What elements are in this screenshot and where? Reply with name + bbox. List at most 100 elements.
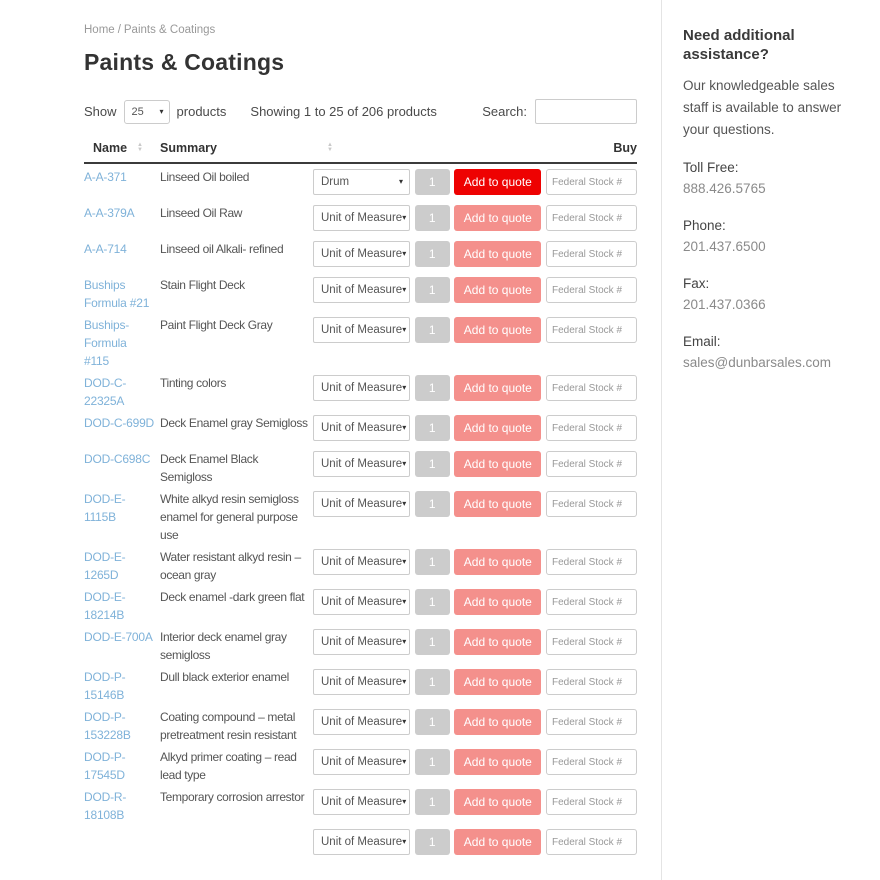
- unit-of-measure-select[interactable]: Unit of Measure ▾: [313, 375, 410, 401]
- product-name-link[interactable]: DOD-E-700A: [84, 630, 153, 644]
- product-name-link[interactable]: DOD-C-22325A: [84, 376, 127, 408]
- product-name-link[interactable]: DOD-E-1265D: [84, 550, 126, 582]
- federal-stock-input[interactable]: [545, 375, 637, 401]
- sort-icon[interactable]: ▲ ▼: [326, 142, 333, 153]
- product-name-link[interactable]: A-A-379A: [84, 206, 135, 220]
- add-to-quote-button[interactable]: Add to quote: [454, 451, 542, 477]
- federal-stock-input[interactable]: [545, 317, 637, 343]
- quantity-input[interactable]: [414, 241, 450, 267]
- product-name-link[interactable]: DOD-R-18108B: [84, 790, 127, 822]
- quantity-input[interactable]: [414, 789, 450, 815]
- contact-value[interactable]: 201.437.6500: [683, 239, 766, 254]
- quantity-input[interactable]: [414, 317, 450, 343]
- unit-of-measure-select[interactable]: Drum ▾: [313, 169, 410, 195]
- quantity-input[interactable]: [414, 205, 450, 231]
- column-header-summary[interactable]: Summary ▲ ▼: [160, 141, 333, 164]
- quantity-input[interactable]: [414, 669, 450, 695]
- unit-of-measure-select[interactable]: Unit of Measure ▾: [313, 415, 410, 441]
- product-name-link[interactable]: A-A-371: [84, 170, 127, 184]
- add-to-quote-button[interactable]: Add to quote: [454, 241, 542, 267]
- unit-of-measure-select[interactable]: Unit of Measure ▾: [313, 829, 410, 855]
- add-to-quote-button[interactable]: Add to quote: [454, 749, 542, 775]
- federal-stock-input[interactable]: [545, 491, 637, 517]
- sort-icon[interactable]: ▲ ▼: [137, 142, 143, 153]
- federal-stock-input[interactable]: [545, 629, 637, 655]
- unit-of-measure-select[interactable]: Unit of Measure ▾: [313, 749, 410, 775]
- chevron-down-icon: ▾: [402, 423, 407, 432]
- product-name-link[interactable]: A-A-714: [84, 242, 127, 256]
- unit-of-measure-select[interactable]: Unit of Measure ▾: [313, 491, 410, 517]
- federal-stock-input[interactable]: [545, 241, 637, 267]
- product-name-link[interactable]: DOD-P-153228B: [84, 710, 131, 742]
- quantity-input[interactable]: [414, 749, 450, 775]
- unit-of-measure-select[interactable]: Unit of Measure ▾: [313, 549, 410, 575]
- quantity-input[interactable]: [414, 451, 450, 477]
- product-name-link[interactable]: DOD-E-18214B: [84, 590, 126, 622]
- unit-of-measure-select[interactable]: Unit of Measure ▾: [313, 709, 410, 735]
- add-to-quote-button[interactable]: Add to quote: [454, 415, 542, 441]
- quantity-input[interactable]: [414, 415, 450, 441]
- federal-stock-input[interactable]: [545, 277, 637, 303]
- product-summary: Tinting colors: [160, 376, 227, 390]
- quantity-input[interactable]: [414, 829, 450, 855]
- add-to-quote-button[interactable]: Add to quote: [454, 669, 542, 695]
- product-name-link[interactable]: DOD-P-15146B: [84, 670, 126, 702]
- quantity-input[interactable]: [414, 629, 450, 655]
- unit-of-measure-select[interactable]: Unit of Measure ▾: [313, 789, 410, 815]
- federal-stock-input[interactable]: [545, 589, 637, 615]
- product-name-link[interactable]: Buships Formula #21: [84, 278, 150, 310]
- add-to-quote-button[interactable]: Add to quote: [454, 589, 542, 615]
- product-name-link[interactable]: DOD-P-17545D: [84, 750, 126, 782]
- add-to-quote-button[interactable]: Add to quote: [454, 317, 542, 343]
- add-to-quote-button[interactable]: Add to quote: [454, 205, 542, 231]
- contact-value[interactable]: 888.426.5765: [683, 181, 766, 196]
- add-to-quote-button[interactable]: Add to quote: [454, 375, 542, 401]
- unit-of-measure-select[interactable]: Unit of Measure ▾: [313, 277, 410, 303]
- column-header-name[interactable]: Name ▲ ▼: [84, 141, 160, 164]
- breadcrumb-home-link[interactable]: Home: [84, 24, 115, 36]
- quantity-input[interactable]: [414, 589, 450, 615]
- federal-stock-input[interactable]: [545, 205, 637, 231]
- page-size-select[interactable]: 25 ▾: [123, 99, 170, 124]
- unit-of-measure-select[interactable]: Unit of Measure ▾: [313, 317, 410, 343]
- add-to-quote-button[interactable]: Add to quote: [454, 709, 542, 735]
- federal-stock-input[interactable]: [545, 451, 637, 477]
- federal-stock-input[interactable]: [545, 415, 637, 441]
- buy-controls: Unit of Measure ▾ Add to quote: [313, 241, 637, 267]
- add-to-quote-button[interactable]: Add to quote: [454, 277, 542, 303]
- federal-stock-input[interactable]: [545, 749, 637, 775]
- product-name-link[interactable]: DOD-C-699D: [84, 416, 155, 430]
- unit-of-measure-select[interactable]: Unit of Measure ▾: [313, 241, 410, 267]
- quantity-input[interactable]: [414, 169, 450, 195]
- unit-of-measure-select[interactable]: Unit of Measure ▾: [313, 451, 410, 477]
- federal-stock-input[interactable]: [545, 829, 637, 855]
- federal-stock-input[interactable]: [545, 549, 637, 575]
- unit-of-measure-select[interactable]: Unit of Measure ▾: [313, 205, 410, 231]
- federal-stock-input[interactable]: [545, 709, 637, 735]
- add-to-quote-button[interactable]: Add to quote: [454, 629, 542, 655]
- quantity-input[interactable]: [414, 277, 450, 303]
- showing-summary-text: Showing 1 to 25 of 206 products: [250, 104, 437, 119]
- add-to-quote-button[interactable]: Add to quote: [454, 829, 542, 855]
- quantity-input[interactable]: [414, 491, 450, 517]
- unit-of-measure-select[interactable]: Unit of Measure ▾: [313, 629, 410, 655]
- product-name-link[interactable]: DOD-E-1115B: [84, 492, 126, 524]
- federal-stock-input[interactable]: [545, 169, 637, 195]
- product-name-link[interactable]: Buships-Formula #115: [84, 318, 130, 368]
- add-to-quote-button[interactable]: Add to quote: [454, 549, 542, 575]
- quantity-input[interactable]: [414, 549, 450, 575]
- unit-of-measure-select[interactable]: Unit of Measure ▾: [313, 669, 410, 695]
- product-name-link[interactable]: DOD-C698C: [84, 452, 151, 466]
- contact-value[interactable]: 201.437.0366: [683, 297, 766, 312]
- federal-stock-input[interactable]: [545, 789, 637, 815]
- add-to-quote-button[interactable]: Add to quote: [454, 169, 542, 195]
- contact-value[interactable]: sales@dunbarsales.com: [683, 355, 832, 370]
- add-to-quote-button[interactable]: Add to quote: [454, 789, 542, 815]
- unit-of-measure-select[interactable]: Unit of Measure ▾: [313, 589, 410, 615]
- search-input[interactable]: [535, 99, 637, 124]
- add-to-quote-button[interactable]: Add to quote: [454, 491, 542, 517]
- quantity-input[interactable]: [414, 375, 450, 401]
- quantity-input[interactable]: [414, 709, 450, 735]
- federal-stock-input[interactable]: [545, 669, 637, 695]
- unit-of-measure-value: Unit of Measure: [321, 458, 403, 470]
